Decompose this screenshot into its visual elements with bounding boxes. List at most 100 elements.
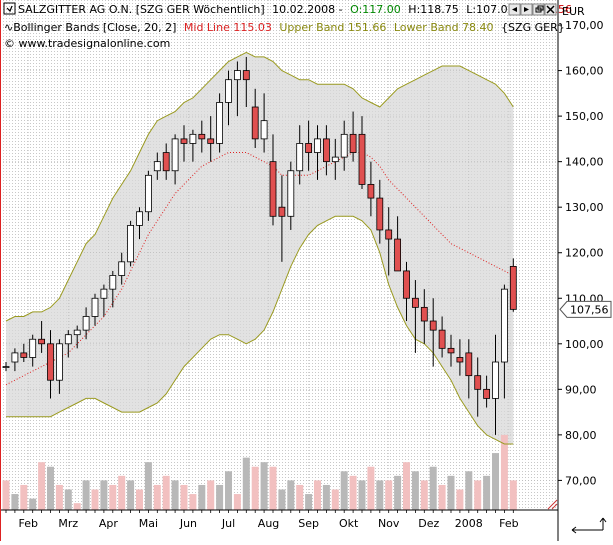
candle-body-up — [100, 288, 108, 299]
candle — [207, 116, 215, 162]
candle — [367, 161, 375, 217]
candle-body-down — [509, 265, 517, 310]
volume-bar — [29, 498, 37, 510]
volume-bar — [189, 494, 197, 510]
volume-bar — [500, 434, 508, 510]
band-area — [6, 52, 514, 445]
candle — [29, 334, 37, 367]
candle-body-down — [349, 133, 357, 153]
candle — [305, 120, 313, 171]
y-tick-label: 100,00 — [565, 338, 604, 351]
volume-bar — [91, 489, 99, 510]
candle-body-down — [438, 329, 446, 349]
x-axis: Feb Mrz Apr Mai Jun Jul Aug Sep Okt Nov Dez 2008 Feb — [5, 510, 519, 530]
volume-bar — [180, 484, 188, 510]
y-tick-label: 120,00 — [565, 247, 604, 260]
candle-body-down — [483, 388, 491, 399]
x-tick-label: Sep — [298, 517, 319, 530]
candle — [322, 125, 330, 176]
y-tick-label: 90,00 — [565, 383, 597, 396]
candle-body-down — [38, 338, 45, 345]
y-tick-label: 170,00 — [565, 19, 604, 32]
x-tick-label: Dez — [418, 517, 439, 530]
volume-bar — [2, 480, 10, 510]
candle-body-down — [385, 229, 393, 240]
candle-body-down — [322, 138, 330, 163]
volume-bar — [411, 471, 419, 510]
resize-grip-icon[interactable] — [547, 499, 558, 510]
candle-body-down — [242, 70, 250, 81]
indicator-name: Bollinger Bands [Close, 20, 2] — [13, 21, 176, 34]
candle — [73, 325, 81, 349]
collapse-icon[interactable] — [3, 2, 16, 15]
volume-bar — [483, 475, 491, 510]
arrow-left-icon[interactable] — [508, 3, 521, 16]
candle — [429, 298, 437, 367]
lower-band-line — [6, 215, 514, 445]
candle-body-up — [73, 329, 81, 336]
x-tick-label: Mai — [139, 517, 158, 530]
upper-band-line — [5, 51, 514, 322]
candle — [64, 330, 72, 358]
candle-body-down — [251, 106, 259, 140]
candle-body-down — [162, 152, 170, 172]
candle-body-up — [500, 288, 508, 363]
y-axis: 70,0080,0090,00100,00110,00120,00130,001… — [558, 19, 604, 487]
candle — [358, 116, 366, 189]
arrow-right-icon[interactable] — [520, 3, 533, 16]
mid-line — [5, 152, 514, 386]
candle — [162, 143, 170, 180]
candle-body-down — [394, 238, 402, 272]
candle-body-down — [420, 306, 428, 322]
x-tick-label: Okt — [339, 517, 359, 530]
x-tick-label: 2008 — [455, 517, 483, 530]
candle — [394, 216, 402, 272]
volume-bar — [447, 475, 455, 510]
candle — [56, 339, 63, 394]
candle — [127, 220, 134, 267]
volume-bar — [340, 471, 348, 510]
volume-bar — [429, 466, 437, 510]
volume-bar — [251, 466, 259, 510]
candle — [189, 129, 197, 162]
mid-line-value: Mid Line 115.03 — [184, 21, 272, 34]
candle — [474, 357, 482, 417]
candle — [331, 138, 339, 180]
candle-body-up — [56, 343, 63, 381]
volume-bar — [233, 494, 241, 510]
x-tick-label: Aug — [258, 517, 279, 530]
candle — [438, 316, 446, 358]
y-tick-label: 150,00 — [565, 110, 604, 123]
check-icon — [6, 5, 13, 13]
close-icon[interactable] — [544, 3, 557, 16]
indicator-ticker: {SZG GER} — [501, 21, 565, 34]
volume-bar — [278, 489, 286, 510]
candle — [483, 375, 491, 408]
candle-body-up — [331, 156, 339, 163]
x-tick-label: Jun — [179, 517, 197, 530]
volume-bar — [492, 453, 499, 510]
candle — [349, 111, 357, 162]
volume-bar — [82, 480, 90, 510]
candle — [509, 258, 517, 312]
volume-bar — [109, 484, 117, 510]
candle — [260, 93, 268, 153]
volume-bar — [118, 475, 126, 510]
candle — [465, 339, 473, 399]
candle-body-down — [269, 161, 277, 217]
expand-arrows-icon[interactable] — [571, 517, 607, 534]
candle — [296, 125, 304, 185]
symbol-header-line: SALZGITTER AG O.N. [SZG GER Wöchentlich]… — [18, 3, 572, 16]
candle-body-up — [233, 70, 241, 81]
restore-icon[interactable] — [532, 3, 545, 16]
candle-body-up — [225, 79, 232, 103]
volume-bar — [376, 480, 384, 510]
volume-bar — [100, 480, 108, 510]
volume-bar — [73, 503, 81, 510]
volume-bar — [144, 462, 152, 510]
indicator-icon: ∿ — [4, 21, 13, 34]
candle-body-up — [2, 366, 10, 368]
volume-bar — [55, 484, 63, 510]
volume-bar — [260, 462, 268, 510]
